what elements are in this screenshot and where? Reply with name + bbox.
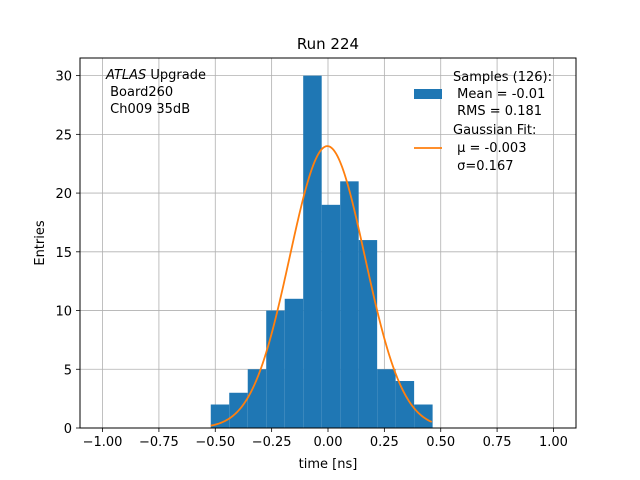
histogram-bar <box>247 369 267 428</box>
y-tick-label: 0 <box>64 422 72 437</box>
y-axis-ticks: 0 5 10 15 20 25 30 <box>55 70 80 437</box>
histogram-bar <box>377 369 396 428</box>
histogram-bar <box>284 298 304 428</box>
annotation-line-1: ATLAS Upgrade <box>105 68 206 83</box>
x-axis-ticks: −1.00 −0.75 −0.50 −0.25 0.00 0.25 0.50 0.75 1.00 <box>83 428 568 450</box>
legend: Samples (126): Mean = -0.01 RMS = 0.181 … <box>414 70 552 174</box>
x-tick-label: −0.25 <box>252 435 292 450</box>
x-axis-label: time [ns] <box>299 457 358 472</box>
y-tick-label: 10 <box>55 305 72 320</box>
x-tick-label: 1.00 <box>539 435 568 450</box>
x-tick-label: −0.50 <box>195 435 235 450</box>
x-tick-label: 0.50 <box>426 435 455 450</box>
y-tick-label: 5 <box>64 363 72 378</box>
legend-mu-text: μ = -0.003 <box>453 141 526 156</box>
x-tick-label: −0.75 <box>139 435 179 450</box>
y-tick-label: 15 <box>55 246 72 261</box>
atlas-annotation: ATLAS Upgrade Board260 Ch009 35dB <box>105 68 206 117</box>
histogram-bar <box>395 381 415 428</box>
legend-histogram-swatch <box>414 89 442 99</box>
x-tick-label: 0.00 <box>314 435 343 450</box>
atlas-label: ATLAS <box>105 68 146 83</box>
legend-mean-text: Mean = -0.01 <box>453 87 545 102</box>
x-tick-label: 0.25 <box>370 435 399 450</box>
x-tick-label: −1.00 <box>83 435 123 450</box>
histogram-bar <box>303 75 322 428</box>
y-tick-label: 20 <box>55 187 72 202</box>
legend-histogram-label: Samples (126): <box>453 70 552 85</box>
histogram-bars <box>210 75 433 428</box>
legend-sigma-text: σ=0.167 <box>453 159 513 174</box>
y-tick-label: 25 <box>55 128 72 143</box>
annotation-line-2: Board260 <box>106 85 173 100</box>
legend-fit-label: Gaussian Fit: <box>453 123 536 138</box>
histogram-bar <box>266 310 285 428</box>
chart-title: Run 224 <box>297 35 359 53</box>
x-tick-label: 0.75 <box>483 435 512 450</box>
histogram-bar <box>340 181 359 428</box>
histogram-bar <box>321 204 341 428</box>
upgrade-label: Upgrade <box>146 68 206 83</box>
y-tick-label: 30 <box>55 70 72 85</box>
legend-rms-text: RMS = 0.181 <box>453 104 542 119</box>
y-axis-label: Entries <box>33 220 48 266</box>
annotation-line-3: Ch009 35dB <box>106 102 190 117</box>
gaussian-fit-curve <box>210 145 433 427</box>
